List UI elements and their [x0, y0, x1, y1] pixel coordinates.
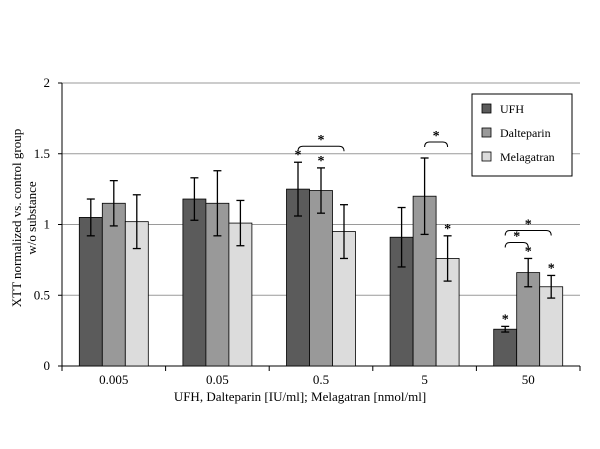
- significance-bracket: [504, 229, 552, 236]
- y-tick-label: 0: [44, 358, 51, 373]
- significance-star: *: [444, 222, 451, 237]
- x-tick-label: 0.005: [99, 372, 128, 387]
- bars: [78, 188, 564, 367]
- legend-swatch: [481, 151, 492, 162]
- y-tick-label: 2: [44, 75, 51, 90]
- x-tick-label: 0.5: [313, 372, 329, 387]
- bar: [101, 202, 126, 367]
- significance-bracket-label: *: [433, 129, 440, 144]
- significance-star: *: [548, 261, 555, 276]
- bar: [493, 328, 518, 367]
- error-bars: [86, 157, 556, 333]
- significance-bracket: [504, 241, 529, 248]
- significance-bracket-label: *: [513, 229, 520, 244]
- y-tick-label: 1: [44, 217, 51, 232]
- x-tick-label: 0.05: [206, 372, 229, 387]
- legend: UFH Dalteparin Melagatran: [471, 93, 573, 177]
- y-tick-label: 0.5: [34, 287, 50, 302]
- y-tick-label: 1.5: [34, 146, 50, 161]
- significance-bracket: [297, 145, 345, 152]
- significance-star: *: [502, 312, 509, 327]
- legend-label: Melagatran: [500, 150, 555, 164]
- legend-swatch: [481, 103, 492, 114]
- bar: [78, 217, 103, 367]
- significance-star: *: [295, 148, 302, 163]
- significance-bracket: [424, 141, 449, 148]
- legend-label: Dalteparin: [500, 126, 551, 140]
- x-tick-label: 50: [522, 372, 535, 387]
- significance-bracket-label: *: [525, 217, 532, 232]
- significance-star: *: [318, 154, 325, 169]
- bar: [182, 198, 207, 367]
- bar: [309, 190, 333, 367]
- significance-bracket-label: *: [318, 133, 325, 148]
- significance-annotations: * * * * * * * * * *: [295, 129, 555, 327]
- legend-label: UFH: [500, 102, 524, 116]
- x-axis-title: UFH, Dalteparin [IU/ml]; Melagatran [nmo…: [173, 389, 427, 404]
- legend-swatch: [481, 127, 492, 138]
- x-tick-label: 5: [421, 372, 428, 387]
- significance-star: *: [525, 244, 532, 259]
